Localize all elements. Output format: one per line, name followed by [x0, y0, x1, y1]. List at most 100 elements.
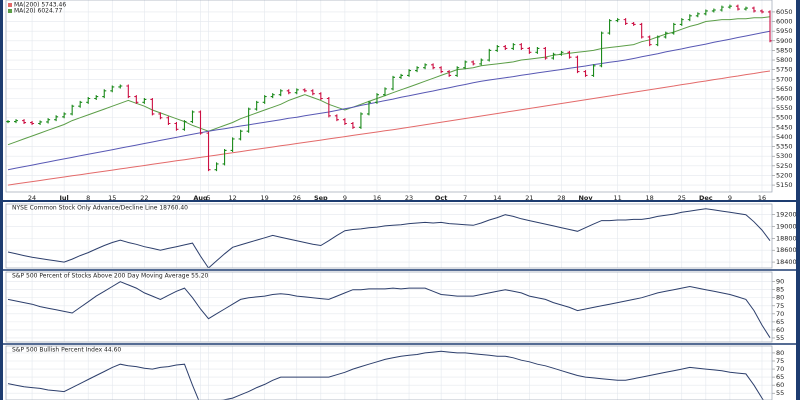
- x-tick-label: 23: [405, 194, 413, 202]
- price-bar: [567, 50, 572, 59]
- price-bar: [190, 110, 195, 124]
- legend-swatch: [8, 9, 12, 13]
- price-bar: [182, 120, 187, 131]
- y-tick-label: 5650: [776, 85, 793, 93]
- legend-swatch: [8, 3, 12, 7]
- y-tick-label: 60: [776, 326, 784, 334]
- price-bar: [118, 84, 123, 89]
- y-tick-label: 75: [776, 302, 784, 310]
- x-tick-label: 26: [293, 194, 301, 202]
- price-bar: [126, 84, 131, 99]
- y-tick-label: 6050: [776, 8, 793, 16]
- y-tick-label: 5750: [776, 66, 793, 74]
- price-bar: [679, 18, 684, 26]
- x-tick-label: 8: [86, 194, 90, 202]
- legend-entry: MA(200) 5743.46: [14, 2, 66, 9]
- plot: [7, 208, 771, 268]
- panel-title: S&P 500 Percent of Stocks Above 200 Day …: [12, 273, 209, 280]
- price-bar: [583, 70, 588, 77]
- price-bar: [447, 70, 452, 77]
- y-tick-label: 5450: [776, 123, 793, 131]
- panel-border: [5, 271, 773, 343]
- y-tick-label: 5950: [776, 27, 793, 35]
- price-bar: [230, 137, 235, 152]
- price-bar: [54, 115, 59, 122]
- price-bar: [711, 8, 716, 13]
- x-tick-label: 22: [140, 194, 148, 202]
- y-tick-label: 80: [776, 294, 784, 302]
- moving-average: [7, 70, 771, 186]
- y-tick-label: 5550: [776, 104, 793, 112]
- price-bar: [671, 22, 676, 35]
- price-bar: [30, 121, 35, 126]
- price-bar: [455, 66, 460, 77]
- price-bar: [318, 92, 323, 101]
- price-bar: [302, 88, 307, 93]
- price-bar: [735, 4, 740, 11]
- price-bar: [647, 35, 652, 47]
- frame-left: [0, 0, 3, 400]
- y-tick-label: 19200: [776, 211, 797, 219]
- price-bar: [599, 31, 604, 68]
- x-tick-label: 16: [373, 194, 381, 202]
- price-bar: [46, 118, 51, 124]
- y-tick-label: 5350: [776, 143, 793, 151]
- panel-border: [5, 203, 773, 269]
- x-tick-label: 28: [557, 194, 565, 202]
- price-bar: [399, 73, 404, 79]
- y-tick-label: 5900: [776, 37, 793, 45]
- y-tick-label: 5800: [776, 56, 793, 64]
- y-tick-label: 18600: [776, 246, 797, 254]
- x-tick-label: 12: [228, 194, 236, 202]
- y-tick-label: 5150: [776, 181, 793, 189]
- price-bar: [38, 120, 43, 126]
- y-tick-label: 6000: [776, 18, 793, 26]
- price-bar: [631, 21, 636, 26]
- price-bar: [527, 46, 532, 54]
- price-bar: [503, 45, 508, 50]
- price-bar: [326, 97, 331, 118]
- price-bar: [607, 19, 612, 35]
- x-tick-label: 11: [613, 194, 621, 202]
- price-bar: [198, 110, 203, 135]
- plot: [7, 281, 771, 338]
- price-bar: [222, 148, 227, 166]
- price-bar: [623, 18, 628, 25]
- frame-right: [796, 0, 800, 400]
- price-bar: [286, 89, 291, 95]
- price-bar: [206, 131, 211, 172]
- legend-entry: MA(20) 6024.77: [14, 8, 62, 15]
- y-tick-label: 5250: [776, 162, 793, 170]
- price-bar: [150, 97, 155, 116]
- x-tick-label: 7: [463, 194, 467, 202]
- x-tick-label: Aug: [193, 194, 208, 202]
- price-bar: [703, 9, 708, 16]
- indicator-line: [7, 208, 771, 268]
- price-bar: [463, 60, 468, 70]
- panel-border: [5, 345, 773, 400]
- x-tick-label: 9: [343, 194, 347, 202]
- price-bar: [70, 104, 75, 116]
- price-bar: [78, 100, 83, 108]
- price-bar: [102, 89, 107, 99]
- price-bar: [134, 95, 139, 104]
- price-bar: [391, 75, 396, 91]
- price-bar: [479, 58, 484, 66]
- y-tick-label: 5400: [776, 133, 793, 141]
- price-bar: [86, 97, 91, 104]
- x-tick-label: 16: [758, 194, 766, 202]
- price-bar: [62, 112, 67, 119]
- y-tick-label: 65: [776, 373, 784, 381]
- x-tick-label: Nov: [578, 194, 593, 202]
- price-bar: [166, 116, 171, 126]
- price-bar: [751, 6, 756, 13]
- y-tick-label: 5850: [776, 46, 793, 54]
- price-bar: [294, 88, 299, 95]
- plot: [7, 350, 764, 400]
- moving-average: [7, 16, 771, 146]
- price-bar: [591, 64, 596, 77]
- price-bar: [350, 122, 355, 129]
- x-tick-label: Sep: [314, 194, 328, 202]
- x-tick-label: Jul: [59, 194, 69, 202]
